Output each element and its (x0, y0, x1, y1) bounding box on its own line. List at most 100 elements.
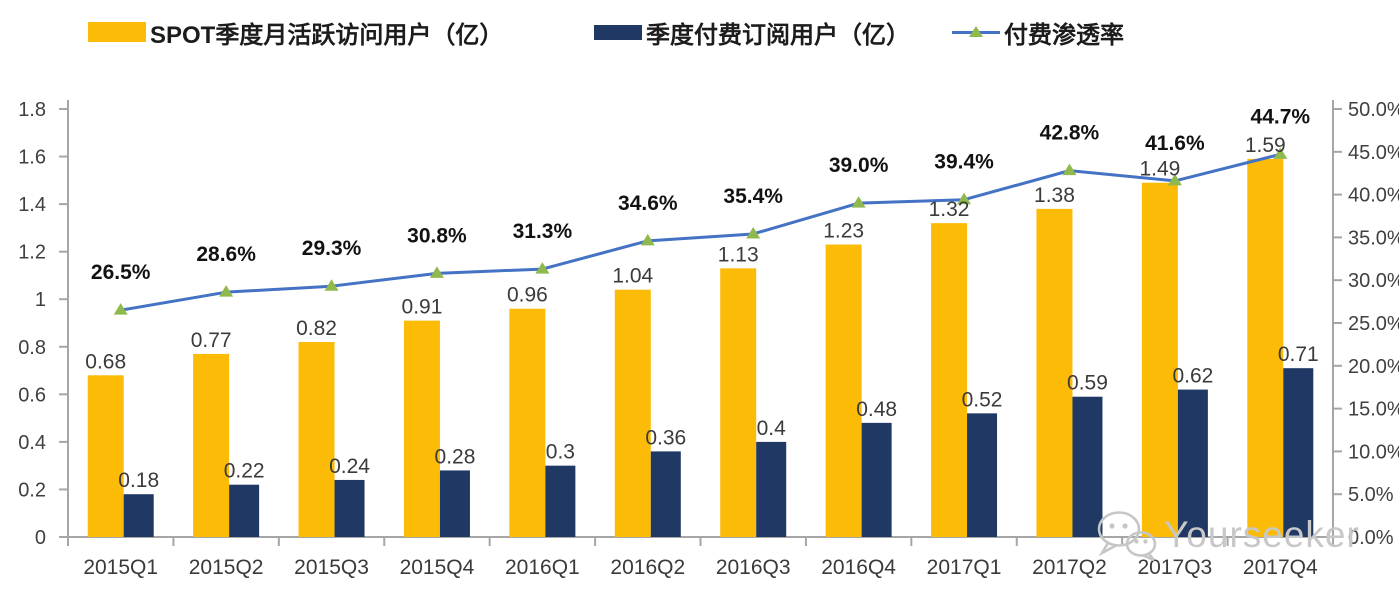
bar-mau-2017Q1 (931, 223, 968, 537)
subscribers-value-label: 0.48 (856, 398, 897, 421)
x-axis-category-label: 2016Q3 (716, 556, 791, 579)
penetration-value-label: 31.3% (513, 220, 573, 243)
penetration-value-label: 39.4% (934, 151, 994, 174)
legend-swatch-subscribers (594, 24, 642, 40)
subscribers-value-label: 0.62 (1172, 365, 1213, 388)
penetration-value-label: 26.5% (91, 261, 151, 284)
left-axis-tick-label: 0.2 (18, 479, 46, 501)
mau-value-label: 0.96 (507, 284, 548, 307)
bar-subscribers-2015Q2 (229, 484, 260, 537)
mau-value-label: 1.04 (612, 265, 653, 288)
legend-label-mau: SPOT季度月活跃访问用户（亿） (150, 21, 504, 49)
right-axis-tick-label: 45.0% (1348, 142, 1399, 164)
legend-swatch-mau (88, 22, 146, 42)
penetration-value-label: 28.6% (196, 243, 256, 266)
mau-value-label: 1.38 (1034, 184, 1075, 207)
left-axis-tick-label: 0 (35, 527, 46, 549)
mau-value-label: 1.23 (823, 220, 864, 243)
subscribers-value-label: 0.4 (757, 417, 787, 440)
subscribers-value-label: 0.3 (546, 441, 575, 464)
x-axis-category-label: 2015Q1 (83, 556, 158, 579)
bar-mau-2017Q3 (1141, 182, 1178, 537)
legend-item-penetration: 付费渗透率 (952, 14, 1124, 50)
penetration-marker-2016Q2 (640, 233, 655, 246)
bar-subscribers-2016Q3 (756, 441, 787, 537)
x-axis-category-label: 2016Q4 (821, 556, 896, 579)
x-axis-category-label: 2017Q4 (1243, 556, 1318, 579)
bar-mau-2016Q2 (614, 289, 651, 537)
legend-item-mau: SPOT季度月活跃访问用户（亿） (88, 14, 503, 50)
penetration-value-label: 39.0% (829, 154, 889, 177)
right-axis-tick-label: 0.0% (1348, 527, 1394, 549)
left-axis-tick-label: 1.6 (18, 147, 46, 169)
right-axis-tick-label: 15.0% (1348, 399, 1399, 421)
left-axis-tick-label: 0.6 (18, 384, 46, 406)
x-axis-category-label: 2016Q1 (505, 556, 580, 579)
bar-mau-2015Q4 (403, 320, 440, 537)
x-axis-category-label: 2017Q2 (1032, 556, 1107, 579)
penetration-marker-2016Q1 (535, 262, 550, 274)
right-axis-tick-label: 5.0% (1348, 484, 1394, 506)
mau-value-label: 0.91 (402, 296, 443, 319)
subscribers-value-label: 0.24 (329, 455, 370, 478)
x-axis-category-label: 2015Q2 (189, 556, 264, 579)
mau-value-label: 1.49 (1139, 158, 1180, 181)
right-axis-tick-label: 40.0% (1348, 185, 1399, 207)
bar-subscribers-2015Q1 (123, 494, 154, 537)
penetration-marker-2017Q2 (1062, 163, 1077, 176)
penetration-marker-2016Q4 (851, 196, 866, 208)
penetration-value-label: 34.6% (618, 192, 678, 215)
mau-value-label: 0.77 (191, 329, 232, 352)
bar-mau-2016Q4 (825, 244, 862, 538)
bar-subscribers-2017Q3 (1177, 389, 1208, 537)
right-axis-tick-label: 30.0% (1348, 270, 1399, 292)
bar-subscribers-2015Q4 (439, 470, 470, 537)
subscribers-value-label: 0.22 (224, 460, 265, 483)
bar-mau-2015Q3 (298, 342, 335, 537)
mau-value-label: 1.13 (718, 243, 759, 266)
penetration-marker-2017Q4 (1273, 147, 1288, 159)
right-axis-tick-label: 20.0% (1348, 356, 1399, 378)
penetration-marker-2016Q3 (746, 226, 761, 239)
penetration-line (120, 152, 1281, 312)
left-axis-tick-label: 1.2 (18, 242, 46, 264)
penetration-marker-2015Q3 (324, 279, 339, 291)
right-axis-tick-label: 10.0% (1348, 441, 1399, 463)
x-axis-category-label: 2015Q4 (400, 556, 475, 579)
x-axis-category-label: 2016Q2 (610, 556, 685, 579)
bar-mau-2015Q2 (193, 353, 230, 537)
penetration-value-label: 30.8% (407, 224, 467, 247)
subscribers-value-label: 0.36 (645, 426, 686, 449)
mau-value-label: 1.59 (1245, 134, 1286, 157)
penetration-marker-2015Q2 (219, 285, 234, 297)
legend-line-marker-icon (952, 26, 1000, 38)
bar-subscribers-2017Q2 (1072, 396, 1103, 537)
penetration-value-label: 35.4% (723, 185, 783, 208)
bar-mau-2016Q1 (509, 308, 546, 537)
left-axis-tick-label: 0.8 (18, 337, 46, 359)
x-axis-category-label: 2017Q1 (927, 556, 1002, 579)
x-axis-category-label: 2015Q3 (294, 556, 369, 579)
penetration-value-label: 42.8% (1040, 122, 1100, 145)
bar-subscribers-2015Q3 (334, 479, 365, 537)
left-axis-tick-label: 1.4 (18, 194, 46, 216)
bar-mau-2015Q1 (87, 375, 124, 537)
right-axis-tick-label: 25.0% (1348, 313, 1399, 335)
right-axis-tick-label: 50.0% (1348, 99, 1399, 121)
x-axis-category-label: 2017Q3 (1138, 556, 1213, 579)
bar-subscribers-2016Q1 (545, 465, 576, 537)
bar-mau-2017Q2 (1036, 208, 1073, 537)
bar-mau-2017Q4 (1247, 158, 1284, 537)
bar-subscribers-2017Q1 (967, 413, 998, 537)
penetration-marker-2017Q3 (1167, 173, 1182, 186)
mau-value-label: 0.82 (296, 317, 337, 340)
penetration-value-label: 41.6% (1145, 132, 1205, 155)
penetration-marker-2015Q4 (429, 266, 444, 278)
right-axis-tick-label: 35.0% (1348, 227, 1399, 249)
subscribers-value-label: 0.59 (1067, 372, 1108, 395)
penetration-marker-2017Q1 (957, 192, 972, 205)
legend-label-subscribers: 季度付费订阅用户（亿） (646, 21, 910, 49)
bar-subscribers-2016Q2 (650, 451, 681, 537)
